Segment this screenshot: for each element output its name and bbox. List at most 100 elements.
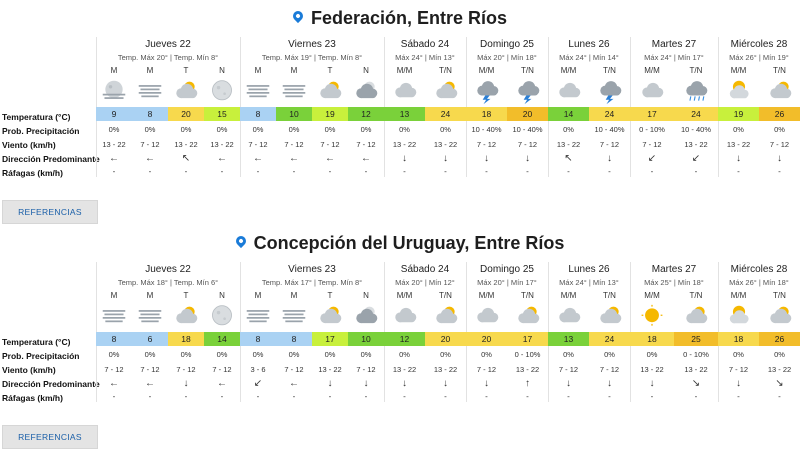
location-forecast: Federación, Entre Ríos Temperatura (°C) Pr… bbox=[0, 0, 800, 225]
partly-cloudy-icon bbox=[681, 304, 711, 330]
wind-speed: 13 - 22 bbox=[392, 365, 417, 374]
day-name: Martes 27 bbox=[651, 264, 697, 275]
wind-direction-arrow-icon: ← bbox=[289, 153, 299, 164]
wind-direction-arrow-icon: ↓ bbox=[484, 153, 489, 164]
time-slot: M/M 18 10 - 40% 7 - 12 ↓ - bbox=[466, 37, 507, 177]
wind-direction-arrow-icon: ↓ bbox=[736, 378, 741, 389]
time-slot: M 9 0% 13 - 22 ← - bbox=[96, 37, 132, 177]
wind-speed: 13 - 22 bbox=[174, 140, 198, 149]
temp-range: Máx 25° | Mín 18° bbox=[644, 278, 704, 287]
wind-gusts: - bbox=[485, 167, 488, 176]
fog-icon bbox=[279, 79, 309, 105]
temp-range: Temp. Máx 17° | Temp. Mín 8° bbox=[261, 278, 363, 287]
precip-probability: 0% bbox=[563, 125, 574, 134]
period-label: M bbox=[146, 291, 154, 300]
period-label: T/N bbox=[603, 66, 616, 75]
time-slot: T/N 26 0% 7 - 12 ↓ - bbox=[759, 37, 800, 177]
precip-probability: 0% bbox=[563, 350, 574, 359]
temperature-cell: 19 bbox=[718, 107, 759, 121]
temperature-cell: 24 bbox=[589, 332, 630, 346]
day-column: Miércoles 28 Máx 26° | Mín 18° M/M 18 0% 7 -… bbox=[718, 262, 800, 402]
day-column: Domingo 25 Máx 20° | Mín 17° M/M 20 0% 7 - 1… bbox=[466, 262, 548, 402]
wind-speed: 7 - 12 bbox=[599, 140, 620, 149]
cloudy-icon bbox=[554, 304, 584, 330]
wind-speed: 13 - 22 bbox=[515, 365, 540, 374]
period-label: T bbox=[183, 66, 189, 75]
references-button[interactable]: REFERENCIAS bbox=[2, 200, 98, 224]
wind-speed: 7 - 12 bbox=[642, 140, 662, 149]
temperature-cell: 8 bbox=[240, 107, 276, 121]
wind-speed: 7 - 12 bbox=[284, 140, 304, 149]
precip-probability: 0% bbox=[646, 350, 658, 359]
wind-direction-arrow-icon: ↙ bbox=[691, 153, 701, 164]
wind-direction-arrow-icon: ↓ bbox=[402, 153, 407, 164]
wind-direction-arrow-icon: ← bbox=[109, 153, 119, 164]
precip-probability: 0% bbox=[440, 125, 451, 134]
wind-direction-arrow-icon: ↓ bbox=[443, 153, 448, 164]
period-label: T/N bbox=[439, 66, 452, 75]
precip-probability: 0% bbox=[252, 125, 264, 134]
time-slot: M/M 18 0% 13 - 22 ↓ - bbox=[630, 262, 674, 402]
temperature-cell: 17 bbox=[630, 107, 674, 121]
wind-speed: 7 - 12 bbox=[728, 365, 749, 374]
wind-gusts: - bbox=[608, 167, 611, 176]
period-label: T/N bbox=[603, 291, 616, 300]
wind-gusts: - bbox=[292, 167, 296, 176]
wind-direction-arrow-icon: ↓ bbox=[327, 378, 333, 389]
row-label: Prob. Precipitación bbox=[2, 351, 80, 361]
row-label: Temperatura (°C) bbox=[2, 112, 71, 122]
precip-probability: 0% bbox=[604, 350, 615, 359]
wind-direction-arrow-icon: ↓ bbox=[402, 378, 407, 389]
time-slot: M 8 0% 7 - 12 ← - bbox=[132, 37, 168, 177]
precip-probability: 10 - 40% bbox=[680, 125, 712, 134]
storm-icon bbox=[513, 79, 543, 105]
partly-cloudy-icon bbox=[595, 304, 625, 330]
partly-cloudy-icon bbox=[431, 304, 461, 330]
cloudy-icon bbox=[554, 79, 584, 105]
time-slot: M 10 0% 7 - 12 ← - bbox=[276, 37, 312, 177]
wind-direction-arrow-icon: ↘ bbox=[691, 378, 701, 389]
period-label: T bbox=[327, 291, 333, 300]
wind-speed: 13 - 22 bbox=[318, 365, 342, 374]
period-label: T/N bbox=[773, 291, 786, 300]
references-button[interactable]: REFERENCIAS bbox=[2, 425, 98, 449]
time-slot: M/M 12 0% 13 - 22 ↓ - bbox=[384, 262, 425, 402]
temp-range: Máx 26° | Mín 18° bbox=[729, 278, 789, 287]
time-slot: M 8 0% 7 - 12 ← - bbox=[96, 262, 132, 402]
wind-direction-arrow-icon: ↘ bbox=[775, 378, 784, 389]
wind-gusts: - bbox=[403, 392, 406, 401]
wind-gusts: - bbox=[444, 167, 447, 176]
cloudy-icon bbox=[472, 304, 502, 330]
day-name: Miércoles 28 bbox=[730, 39, 788, 50]
day-name: Martes 27 bbox=[651, 39, 697, 50]
row-label: Dirección Predominante bbox=[2, 154, 100, 164]
period-label: N bbox=[219, 291, 225, 300]
day-column: Martes 27 Máx 25° | Mín 18° M/M 18 0% 13 - 2… bbox=[630, 262, 718, 402]
period-label: M/M bbox=[560, 66, 577, 75]
wind-direction-arrow-icon: ↖ bbox=[564, 153, 573, 164]
temperature-cell: 26 bbox=[759, 107, 800, 121]
temperature-cell: 20 bbox=[507, 107, 548, 121]
day-column: Viernes 23 Temp. Máx 17° | Temp. Mín 8° M … bbox=[240, 262, 384, 402]
temperature-cell: 12 bbox=[384, 332, 425, 346]
location-pin-icon bbox=[233, 233, 248, 249]
wind-direction-arrow-icon: ← bbox=[253, 153, 263, 164]
day-column: Domingo 25 Máx 20° | Mín 18° M/M 18 10 - 40… bbox=[466, 37, 548, 177]
temperature-cell: 10 bbox=[276, 107, 312, 121]
temperature-cell: 14 bbox=[548, 107, 589, 121]
fog-icon bbox=[243, 304, 273, 330]
row-label: Temperatura (°C) bbox=[2, 337, 71, 347]
temperature-cell: 24 bbox=[674, 107, 718, 121]
row-label: Dirección Predominante bbox=[2, 379, 100, 389]
wind-direction-arrow-icon: ← bbox=[325, 153, 335, 164]
wind-direction-arrow-icon: ↓ bbox=[363, 378, 369, 389]
wind-speed: 7 - 12 bbox=[104, 365, 124, 374]
precip-probability: 0% bbox=[144, 350, 156, 359]
temp-range: Temp. Máx 20° | Temp. Mín 8° bbox=[117, 53, 219, 62]
period-label: M/M bbox=[730, 66, 747, 75]
wind-gusts: - bbox=[364, 392, 368, 401]
period-label: M bbox=[110, 291, 118, 300]
day-column: Jueves 22 Temp. Máx 20° | Temp. Mín 8° M 9… bbox=[96, 37, 240, 177]
day-column: Miércoles 28 Máx 26° | Mín 19° M/M 19 0% 13 … bbox=[718, 37, 800, 177]
wind-speed: 7 - 12 bbox=[476, 365, 497, 374]
